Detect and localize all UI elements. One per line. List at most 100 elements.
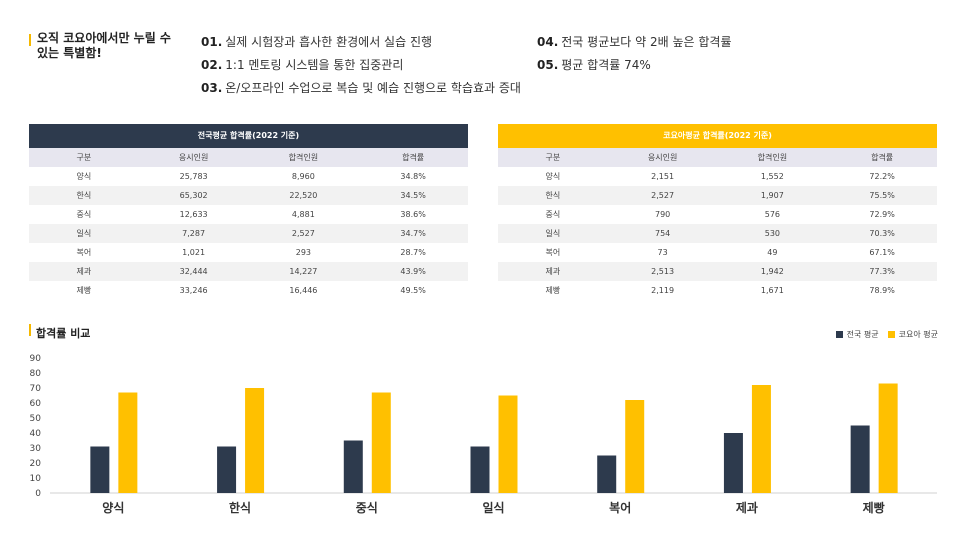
y-tick-label: 0 [35, 489, 41, 499]
y-tick-label: 70 [30, 384, 42, 394]
legend-label-national: 전국 평균 [846, 330, 879, 339]
table-row: 일식 7,287 2,527 34.7% [29, 224, 468, 243]
bar-national-4 [597, 455, 617, 493]
table-row: 일식 754 530 70.3% [498, 224, 937, 243]
table-cell: 4,881 [291, 210, 315, 219]
table-cell: 일식 [545, 229, 561, 238]
koyoa-table: 구분 응시인원 합격인원 합격률 양식 2,151 1,552 72.2% 한식 2,52… [498, 148, 937, 300]
feature-item: 03. 온/오프라인 수업으로 복습 및 예습 진행으로 학습효과 증대 [201, 77, 521, 100]
table-cell: 72.2% [869, 172, 895, 181]
legend-label-koyoa: 코요아 평균 [898, 330, 938, 339]
feature-item: 05. 평균 합격률 74% [537, 54, 732, 77]
table-row: 복어 1,021 293 28.7% [29, 243, 468, 262]
table-cell: 32,444 [179, 267, 208, 276]
bar-koyoa-6 [878, 383, 898, 493]
table-cell: 제과 [545, 267, 561, 276]
bar-national-3 [470, 446, 490, 493]
table-row: 중식 12,633 4,881 38.6% [29, 205, 468, 224]
feature-item: 02. 1:1 멘토링 시스템을 통한 집중관리 [201, 54, 521, 77]
table-cell: 34.7% [400, 229, 426, 238]
table-row: 중식 790 576 72.9% [498, 205, 937, 224]
table-cell: 2,527 [291, 229, 315, 238]
table-cell: 양식 [76, 172, 92, 181]
accent-bar [29, 324, 31, 336]
x-category-label: 제빵 [863, 500, 885, 515]
bar-koyoa-4 [625, 400, 645, 493]
table-row: 제과 2,513 1,942 77.3% [498, 262, 937, 281]
table-row: 양식 2,151 1,552 72.2% [498, 167, 937, 186]
table-cell: 34.5% [400, 191, 426, 200]
legend-item-national: 전국 평균 [835, 329, 879, 340]
intro-title: 오직 코요아에서만 누릴 수 있는 특별함! [37, 31, 171, 60]
chart-title: 합격률 비교 [36, 327, 91, 340]
table-cell: 43.9% [400, 267, 426, 276]
feature-number: 03. [201, 81, 223, 95]
bar-national-5 [723, 433, 743, 493]
x-category-label: 한식 [229, 500, 251, 515]
table-cell: 16,446 [289, 286, 318, 295]
intro-block: 오직 코요아에서만 누릴 수 있는 특별함! [29, 31, 179, 61]
table-cell: 22,520 [289, 191, 318, 200]
bar-koyoa-0 [118, 392, 138, 493]
table-cell: 한식 [545, 191, 561, 200]
table-cell: 양식 [545, 172, 561, 181]
table-row: 한식 65,302 22,520 34.5% [29, 186, 468, 205]
table-header-row: 구분 응시인원 합격인원 합격률 [498, 148, 937, 167]
feature-text: 온/오프라인 수업으로 복습 및 예습 진행으로 학습효과 증대 [225, 81, 521, 95]
table-cell: 33,246 [179, 286, 208, 295]
chart-legend: 전국 평균 코요아 평균 [827, 329, 938, 340]
table-cell: 75.5% [869, 191, 895, 200]
table-cell: 14,227 [289, 267, 318, 276]
legend-swatch-national [835, 331, 843, 338]
koyoa-table-title: 코요아평균 합격률(2022 기준) [498, 124, 937, 148]
legend-item-koyoa: 코요아 평균 [887, 329, 938, 340]
y-tick-label: 30 [30, 444, 42, 454]
feature-number: 02. [201, 58, 223, 72]
y-tick-label: 90 [30, 354, 42, 364]
y-tick-label: 50 [30, 414, 42, 424]
table-cell: 1,907 [760, 191, 784, 200]
table-cell: 25,783 [179, 172, 208, 181]
feature-number: 01. [201, 35, 223, 49]
bar-national-6 [850, 425, 870, 493]
table-cell: 한식 [76, 191, 92, 200]
feature-item: 01. 실제 시험장과 흡사한 환경에서 실습 진행 [201, 31, 521, 54]
column-header: 합격률 [402, 153, 425, 162]
table-cell: 2,119 [651, 286, 675, 295]
table-cell: 65,302 [179, 191, 208, 200]
table-cell: 38.6% [400, 210, 426, 219]
table-cell: 73 [657, 248, 668, 257]
column-header: 응시인원 [647, 153, 678, 162]
national-table: 구분 응시인원 합격인원 합격률 양식 25,783 8,960 34.8% 한식 65,… [29, 148, 468, 300]
table-cell: 1,552 [760, 172, 784, 181]
feature-number: 05. [537, 58, 559, 72]
table-cell: 복어 [76, 248, 92, 257]
y-tick-label: 60 [30, 399, 42, 409]
koyoa-table-body: 양식 2,151 1,552 72.2% 한식 2,527 1,907 75.5% 중식 790 5… [498, 167, 937, 300]
feature-list-left: 01. 실제 시험장과 흡사한 환경에서 실습 진행 02. 1:1 멘토링 시스템… [201, 31, 521, 100]
table-cell: 7,287 [182, 229, 206, 238]
y-tick-label: 40 [30, 429, 42, 439]
column-header: 합격인원 [757, 153, 788, 162]
feature-list-right: 04. 전국 평균보다 약 2배 높은 합격률 05. 평균 합격률 74% [537, 31, 732, 77]
table-cell: 중식 [76, 210, 92, 219]
chart-section-title: 합격률 비교 [29, 322, 90, 341]
bar-national-2 [343, 440, 363, 493]
y-tick-label: 80 [30, 369, 42, 379]
table-cell: 제빵 [76, 286, 92, 295]
table-cell: 12,633 [179, 210, 208, 219]
table-cell: 72.9% [869, 210, 895, 219]
column-header: 합격인원 [288, 153, 319, 162]
table-cell: 1,942 [760, 267, 784, 276]
table-cell: 2,151 [651, 172, 675, 181]
feature-text: 전국 평균보다 약 2배 높은 합격률 [561, 35, 732, 49]
table-row: 제과 32,444 14,227 43.9% [29, 262, 468, 281]
table-cell: 제과 [76, 267, 92, 276]
feature-number: 04. [537, 35, 559, 49]
national-table-title: 전국평균 합격률(2022 기준) [29, 124, 468, 148]
table-row: 양식 25,783 8,960 34.8% [29, 167, 468, 186]
feature-text: 평균 합격률 74% [561, 58, 651, 72]
table-cell: 790 [654, 210, 671, 219]
table-row: 복어 73 49 67.1% [498, 243, 937, 262]
